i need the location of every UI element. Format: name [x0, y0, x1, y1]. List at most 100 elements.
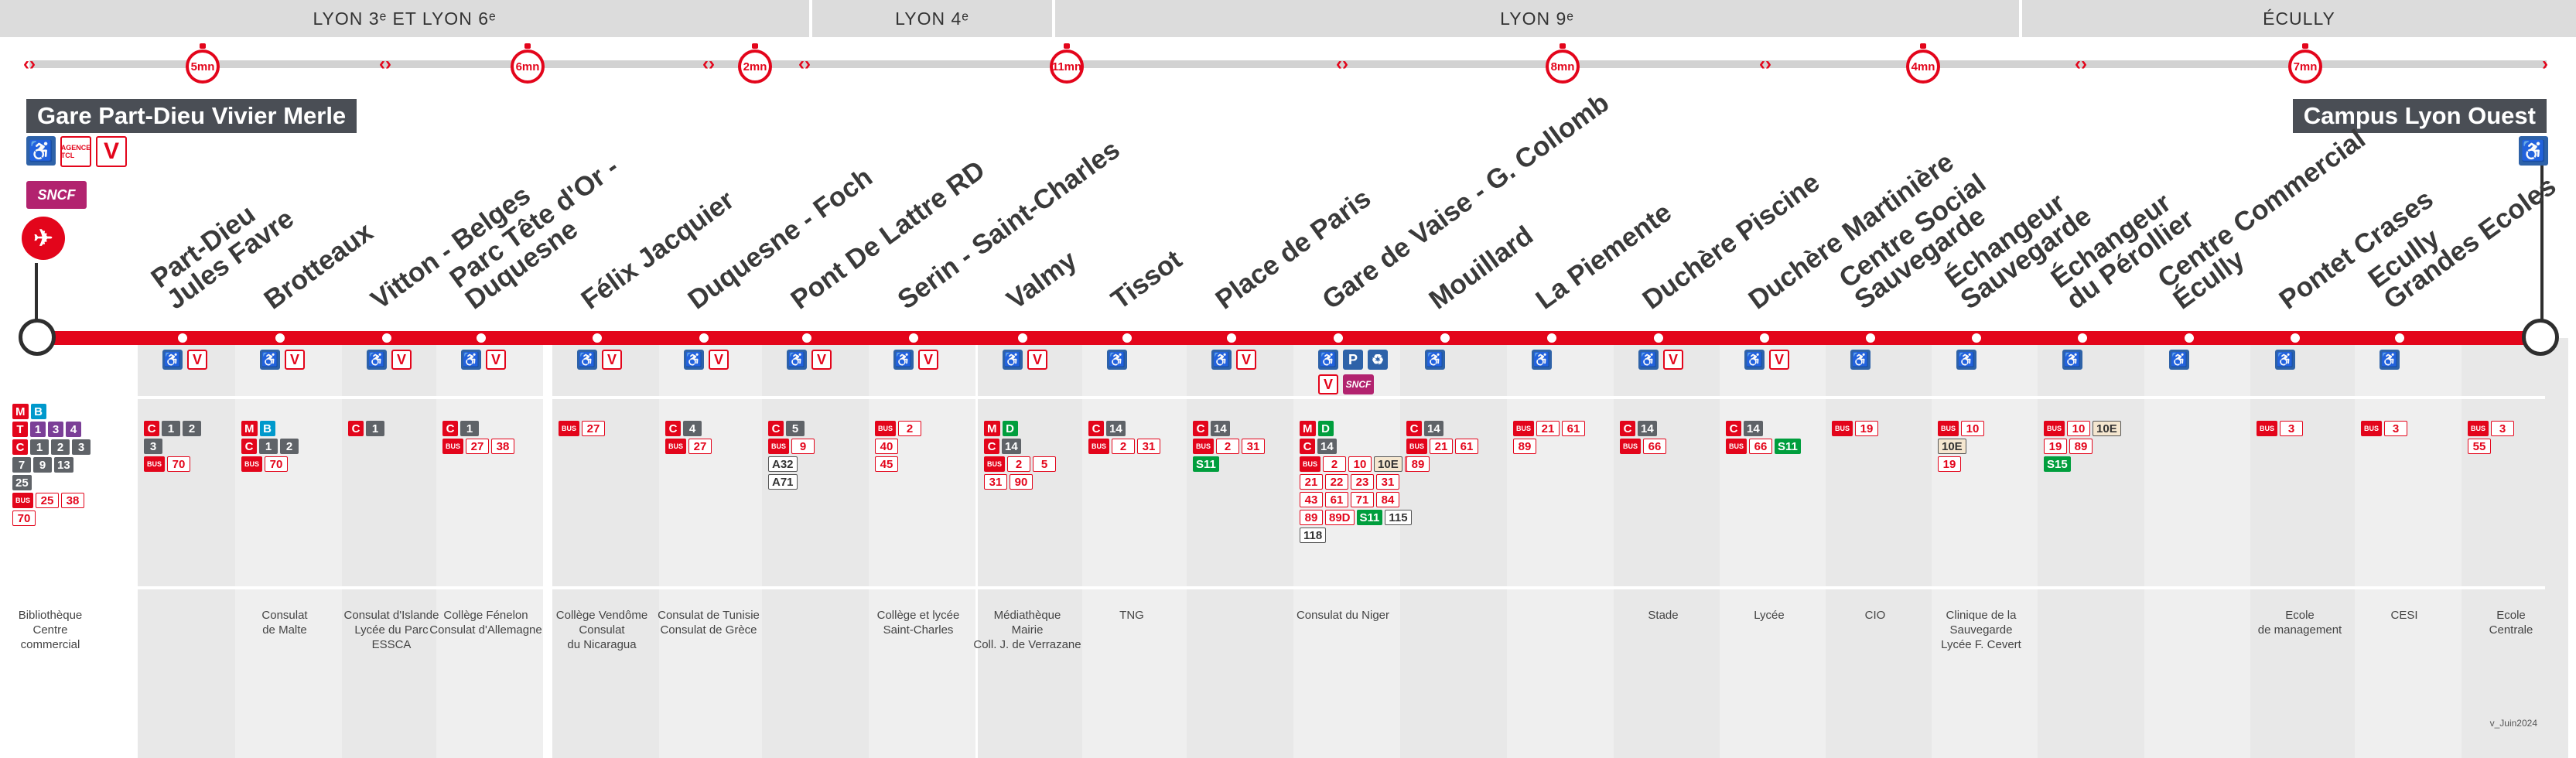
stop-marker[interactable] [907, 331, 921, 345]
line-badge-busnum: 40 [875, 439, 898, 454]
stop-marker[interactable] [697, 331, 711, 345]
accessible-icon: ♿ [893, 350, 914, 370]
accessible-icon: ♿ [2519, 136, 2548, 166]
connection-row: BUS 19 [1832, 421, 1879, 436]
connection-row: BUS 2 5 [984, 456, 1057, 472]
line-badge-busnum: 21 [1430, 439, 1454, 454]
stop-marker[interactable] [1331, 331, 1345, 345]
connections-list: M B C 1 2 BUS 70 [241, 421, 299, 474]
stop-marker[interactable] [474, 331, 488, 345]
stop-marker[interactable] [2288, 331, 2302, 345]
connection-row: 21 22 23 31 [1300, 474, 1428, 490]
stop-marker[interactable] [1758, 331, 1771, 345]
connections-list: C 14 BUS 21 61 89 [1406, 421, 1479, 474]
line-badge-c: C [1193, 421, 1208, 436]
connection-row: 25 [12, 475, 91, 490]
connection-row: BUS 27 [665, 439, 712, 454]
stop-marker[interactable] [800, 331, 814, 345]
connection-row: BUS 25 38 [12, 493, 91, 508]
line-badge-busnum: 55 [2468, 439, 2491, 454]
connections-list: C 14 BUS 2 31 S11 [1193, 421, 1266, 474]
line-badge-mb: B [30, 404, 46, 419]
stop-marker[interactable] [1438, 331, 1452, 345]
line-badge-busnum: 10 [1348, 456, 1372, 472]
station-services: ♿ [2275, 350, 2295, 370]
line-badge-busnum: 27 [582, 421, 606, 436]
stop-marker[interactable] [2075, 331, 2089, 345]
line-badge-busnum: 2 [1216, 439, 1240, 454]
origin-poi: Bibliothèque Centre commercial [18, 609, 83, 651]
line-badge-busnum: 9 [791, 439, 815, 454]
connections-list: C 4 BUS 27 [665, 421, 712, 456]
velov-icon: V [602, 350, 622, 370]
destination-terminus: Campus Lyon Ouest [2292, 99, 2547, 133]
stop-marker[interactable] [380, 331, 394, 345]
stop-marker[interactable] [1225, 331, 1238, 345]
velov-icon: V [486, 350, 506, 370]
stop-marker[interactable] [1970, 331, 1983, 345]
timer-icon: 2mn [738, 43, 772, 84]
accessible-icon: ♿ [2062, 350, 2082, 370]
line-badge-c: C [348, 421, 364, 436]
time-label: 11mn [1051, 60, 1082, 73]
stop-marker[interactable] [1652, 331, 1666, 345]
sncf-icon: SNCF [26, 181, 87, 209]
stop-marker[interactable] [273, 331, 287, 345]
origin-stop-marker [19, 319, 56, 356]
stop-marker[interactable] [2182, 331, 2196, 345]
zone-label: ÉCULLY [2263, 8, 2335, 29]
line-badge-t: T [12, 422, 28, 437]
point-of-interest: Collège Fénelon Consulat d'Allemagne [429, 609, 542, 637]
time-label: 2mn [743, 60, 767, 73]
segment-tick-icon: ‹› [379, 53, 391, 74]
station-services: ♿ V [1638, 350, 1683, 370]
point-of-interest: Consulat d'Islande Lycée du Parc ESSCA [343, 609, 439, 651]
connection-row: 45 [875, 456, 921, 472]
line-badge-cnum: 14 [1638, 421, 1657, 436]
point-of-interest: CESI [2390, 609, 2418, 622]
line-badge-cnum: 14 [1317, 439, 1337, 454]
accessible-icon: ♿ [1318, 350, 1338, 370]
stop-marker[interactable] [1016, 331, 1030, 345]
park-ride-icon: ♻ [1368, 350, 1388, 370]
accessible-icon: ♿ [2380, 350, 2400, 370]
station-name: Duchère Piscine [1637, 166, 1826, 316]
line-badge-cnum: 2 [183, 421, 201, 436]
line-badge-bus: BUS [1088, 439, 1110, 454]
connection-row: BUS 21 61 [1406, 439, 1479, 454]
line-badge-t1: 1 [30, 422, 46, 437]
connection-row: 43 61 71 84 [1300, 492, 1428, 507]
station-column [342, 338, 449, 758]
connections-list: BUS 10 10E 19 [1938, 421, 1985, 474]
stop-marker[interactable] [590, 331, 604, 345]
velov-icon: V [1318, 374, 1338, 394]
velov-icon: V [1236, 350, 1256, 370]
point-of-interest: Lycée [1754, 609, 1785, 622]
stop-marker[interactable] [1120, 331, 1134, 345]
agence-tcl-icon: AGENCE TCL [60, 136, 91, 167]
row-separator [108, 586, 2545, 589]
line-badge-mb: B [259, 421, 275, 436]
station-column [1826, 338, 1932, 758]
line-badge-cnum: 14 [1424, 421, 1443, 436]
station-column [1187, 338, 1293, 758]
station-name: Pont De Lattre RD [785, 155, 991, 316]
stop-marker[interactable] [1864, 331, 1877, 345]
connection-row: BUS 66 S11 [1726, 439, 1801, 454]
stop-marker[interactable] [1545, 331, 1559, 345]
stop-marker[interactable] [176, 331, 190, 345]
timer-icon: 8mn [1546, 43, 1580, 84]
line-badge-cnum: 2 [51, 439, 70, 455]
zone-band-lyon-3-6: LYON 3ᵉ ET LYON 6ᵉ [0, 0, 809, 37]
line-badge-busnum: 27 [466, 439, 490, 454]
connections-list: C 5 BUS 9 A32 A71 [768, 421, 815, 492]
line-badge-busnum: 5 [1033, 456, 1057, 472]
segment-tick-icon: › [2542, 53, 2548, 74]
line-badge-cnum: 1 [162, 421, 180, 436]
line-badge-bus: BUS [1406, 439, 1428, 454]
line-badge-busnum: 38 [61, 493, 85, 508]
stop-marker[interactable] [2393, 331, 2407, 345]
velov-icon: V [811, 350, 832, 370]
point-of-interest: Médiathèque Mairie Coll. J. de Verrazane [973, 609, 1081, 651]
